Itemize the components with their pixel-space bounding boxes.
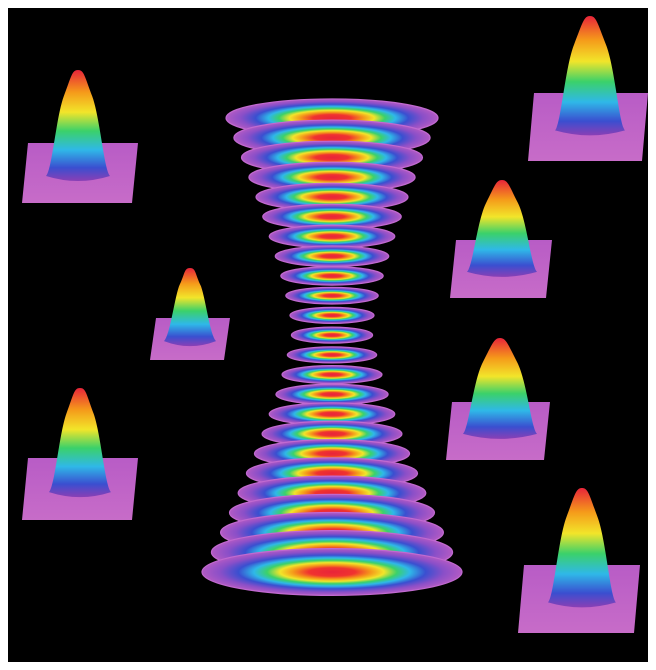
beam-peak-surface <box>49 388 111 498</box>
beam-cross-section-ring-10 <box>285 286 379 305</box>
beam-cross-section-ring-15 <box>275 383 389 406</box>
beam-peak-surface <box>46 70 110 181</box>
beam-cross-section-ring-11 <box>289 306 375 324</box>
beam-cross-section-ring-8 <box>274 245 390 267</box>
beam-peak-surface <box>164 268 216 347</box>
beam-peak-6 <box>22 388 138 520</box>
beam-peak-5 <box>446 338 550 460</box>
beam-peak-7 <box>518 488 640 633</box>
beam-cross-section-ring-12 <box>290 326 374 344</box>
beam-peaks-group <box>22 16 648 633</box>
beam-peak-2 <box>528 16 648 161</box>
beam-cross-section-ring-7 <box>268 224 396 249</box>
beam-peak-surface <box>548 488 616 608</box>
beam-cross-section-ring-24 <box>201 547 463 596</box>
beam-peak-surface <box>555 16 625 136</box>
beam-cross-section-ring-14 <box>281 365 383 385</box>
beam-cross-section-ring-13 <box>286 346 378 364</box>
beam-peak-surface <box>463 338 537 439</box>
beam-peak-surface <box>467 180 537 277</box>
beam-peak-4 <box>450 180 552 298</box>
beam-peak-3 <box>150 268 230 360</box>
beam-cross-section-ring-9 <box>280 266 384 286</box>
beam-peak-1 <box>22 70 138 203</box>
beam-waist-stack <box>201 98 463 596</box>
